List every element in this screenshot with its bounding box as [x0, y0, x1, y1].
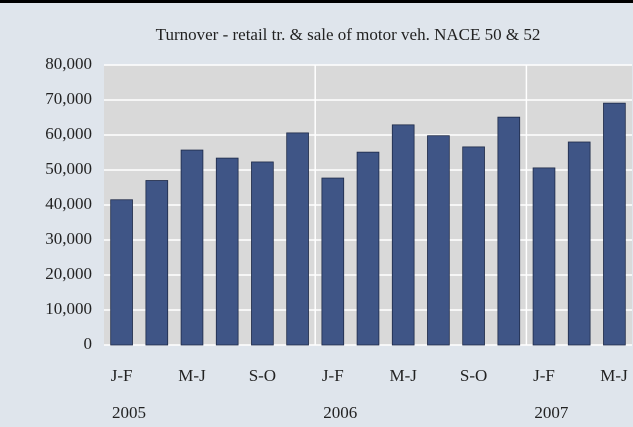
y-tick-label: 30,000	[45, 229, 92, 248]
x-tick-label: J-F	[111, 366, 133, 385]
y-tick-label: 20,000	[45, 264, 92, 283]
x-tick-label: S-O	[249, 366, 276, 385]
y-tick-label: 10,000	[45, 299, 92, 318]
bar	[356, 151, 380, 346]
bar	[497, 116, 521, 346]
bar	[532, 167, 556, 346]
bar	[215, 157, 239, 346]
y-tick-label: 80,000	[45, 54, 92, 73]
bar	[391, 124, 415, 346]
bar	[321, 177, 345, 346]
x-tick-label: J-F	[533, 366, 555, 385]
y-tick-label: 70,000	[45, 89, 92, 108]
x-tick-label: S-O	[460, 366, 487, 385]
y-tick-label: 0	[84, 334, 93, 353]
bar	[567, 141, 591, 346]
x-tick-label: M-J	[178, 366, 206, 385]
bar	[286, 132, 309, 346]
year-label: 2006	[323, 403, 357, 422]
y-tick-label: 60,000	[45, 124, 92, 143]
x-tick-label: M-J	[600, 366, 628, 385]
bar	[427, 135, 450, 346]
bar	[251, 161, 274, 346]
x-tick-label: J-F	[322, 366, 344, 385]
year-label: 2005	[112, 403, 146, 422]
top-border	[0, 0, 633, 3]
x-tick-label: M-J	[389, 366, 417, 385]
bar	[110, 199, 133, 346]
bar	[145, 180, 169, 346]
year-label: 2007	[534, 403, 569, 422]
chart-title: Turnover - retail tr. & sale of motor ve…	[156, 25, 541, 44]
y-tick-label: 50,000	[45, 159, 92, 178]
bar	[603, 102, 626, 346]
bar	[462, 146, 485, 346]
bar	[180, 149, 204, 346]
y-tick-label: 40,000	[45, 194, 92, 213]
